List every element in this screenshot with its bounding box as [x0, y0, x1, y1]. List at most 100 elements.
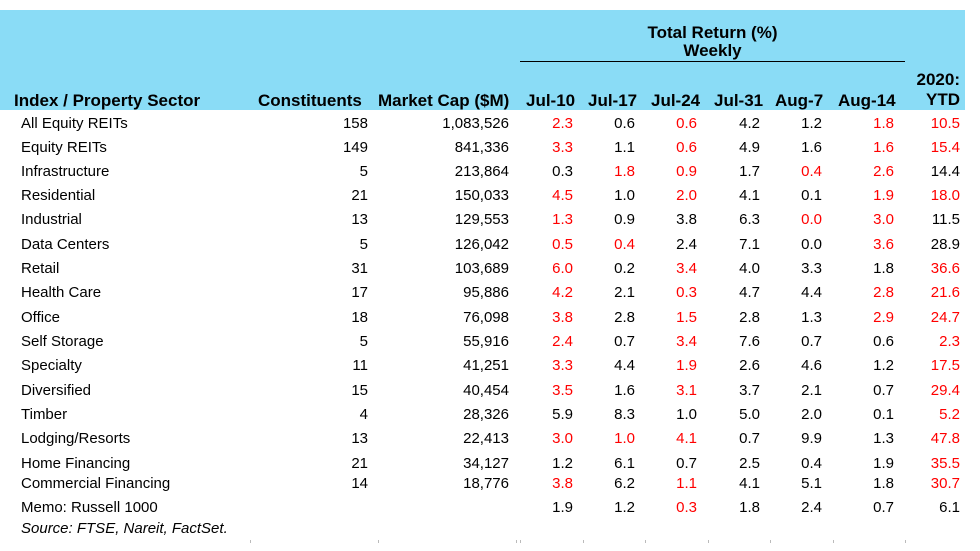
return-cell-ytd: 21.6: [930, 284, 960, 301]
return-cell-jul31: 4.0: [739, 260, 760, 277]
return-cell-ytd: 36.6: [930, 260, 960, 277]
return-cell-ytd: 14.4: [930, 163, 960, 180]
constituents-cell: 5: [359, 236, 368, 253]
constituents-cell: 15: [351, 382, 368, 399]
return-cell-jul31: 4.1: [739, 475, 760, 492]
footer-tick: [516, 540, 517, 543]
sector-name-cell: Self Storage: [21, 333, 104, 350]
return-cell-ytd: 28.9: [930, 236, 960, 253]
return-cell-jul10: 6.0: [552, 260, 573, 277]
return-cell-aug7: 4.4: [801, 284, 822, 301]
market-cap-cell: 95,886: [463, 284, 509, 301]
table-row: Residential 21 150,033 4.5 1.0 2.0 4.1 0.1 1.9 18…: [0, 185, 965, 207]
sector-name-cell: Specialty: [21, 357, 82, 374]
return-cell-jul10: 1.3: [552, 211, 573, 228]
sector-name-cell: Commercial Financing: [21, 475, 171, 492]
return-cell-aug7: 1.3: [801, 309, 822, 326]
sector-name-cell: Data Centers: [21, 236, 110, 253]
return-cell-jul31: 0.7: [739, 430, 760, 447]
table-row: Data Centers 5 126,042 0.5 0.4 2.4 7.1 0.0 3.6 28…: [0, 234, 965, 256]
return-cell-jul17: 1.6: [614, 382, 635, 399]
return-cell-aug14: 0.6: [873, 333, 894, 350]
market-cap-cell: 41,251: [463, 357, 509, 374]
constituents-cell: 149: [342, 139, 368, 156]
return-cell-jul17: 0.9: [614, 211, 635, 228]
constituents-cell: 13: [351, 430, 368, 447]
return-cell-aug7: 4.6: [801, 357, 822, 374]
table-row: All Equity REITs 158 1,083,526 2.3 0.6 0.6 4.2…: [0, 113, 965, 135]
col-header-aug14: Aug-14: [838, 91, 896, 110]
col-header-jul24: Jul-24: [651, 91, 701, 110]
total-return-group-header: Total Return (%) Weekly: [520, 24, 905, 60]
col-header-ytd-line1: 2020:: [916, 70, 960, 89]
col-header-ytd: 2020: YTD: [908, 70, 960, 110]
return-cell-jul17: 0.2: [614, 260, 635, 277]
return-cell-aug7: 0.0: [801, 211, 822, 228]
return-cell-aug14: 0.7: [873, 499, 894, 516]
group-header-line1: Total Return (%): [647, 23, 778, 42]
return-cell-aug7: 1.2: [801, 115, 822, 132]
sector-name-cell: Infrastructure: [21, 163, 110, 180]
return-cell-ytd: 15.4: [930, 139, 960, 156]
footer-tick: [770, 540, 771, 543]
return-cell-jul10: 0.5: [552, 236, 573, 253]
return-cell-jul17: 0.6: [614, 115, 635, 132]
col-header-constituents: Constituents: [258, 91, 362, 110]
return-cell-jul10: 0.3: [552, 163, 573, 180]
return-cell-jul24: 0.3: [676, 284, 697, 301]
constituents-cell: 14: [351, 475, 368, 492]
group-header-rule: [520, 61, 905, 62]
return-cell-aug7: 0.0: [801, 236, 822, 253]
constituents-cell: 17: [351, 284, 368, 301]
return-cell-aug14: 0.1: [873, 406, 894, 423]
market-cap-cell: 76,098: [463, 309, 509, 326]
constituents-cell: 158: [342, 115, 368, 132]
return-cell-ytd: 5.2: [939, 406, 960, 423]
table-row: Commercial Financing 14 18,776 3.8 6.2 1.1 4.1…: [0, 473, 965, 495]
return-cell-jul31: 2.8: [739, 309, 760, 326]
market-cap-cell: 55,916: [463, 333, 509, 350]
col-header-jul10: Jul-10: [526, 91, 576, 110]
group-header-line2: Weekly: [683, 41, 742, 60]
table-row: Timber 4 28,326 5.9 8.3 1.0 5.0 2.0 0.1 5.2: [0, 404, 965, 426]
table-row: Equity REITs 149 841,336 3.3 1.1 0.6 4.9 1.6 1.6…: [0, 137, 965, 159]
return-cell-aug7: 9.9: [801, 430, 822, 447]
table-row: Memo: Russell 1000 1.9 1.2 0.3 1.8 2.4 0.7 6.1: [0, 497, 965, 519]
return-cell-aug7: 0.4: [801, 455, 822, 472]
return-cell-aug14: 2.9: [873, 309, 894, 326]
return-cell-jul24: 1.9: [676, 357, 697, 374]
market-cap-cell: 213,864: [454, 163, 509, 180]
col-header-jul31: Jul-31: [714, 91, 764, 110]
return-cell-jul24: 4.1: [676, 430, 697, 447]
return-cell-aug7: 1.6: [801, 139, 822, 156]
sector-name-cell: Diversified: [21, 382, 92, 399]
sector-name-cell: Health Care: [21, 284, 102, 301]
return-cell-ytd: 10.5: [930, 115, 960, 132]
return-cell-jul24: 3.1: [676, 382, 697, 399]
table-row: Specialty 11 41,251 3.3 4.4 1.9 2.6 4.6 1.2 17.5: [0, 355, 965, 377]
return-cell-jul24: 0.6: [676, 139, 697, 156]
return-cell-jul24: 2.4: [676, 236, 697, 253]
return-cell-jul17: 1.0: [614, 430, 635, 447]
footer-tick: [645, 540, 646, 543]
return-cell-ytd: 30.7: [930, 475, 960, 492]
return-cell-aug14: 2.6: [873, 163, 894, 180]
constituents-cell: 5: [359, 333, 368, 350]
return-cell-aug14: 1.9: [873, 455, 894, 472]
market-cap-cell: 18,776: [463, 475, 509, 492]
return-cell-jul10: 3.8: [552, 475, 573, 492]
return-cell-aug14: 2.8: [873, 284, 894, 301]
return-cell-aug14: 1.8: [873, 115, 894, 132]
return-cell-jul17: 1.2: [614, 499, 635, 516]
return-cell-aug14: 1.9: [873, 187, 894, 204]
market-cap-cell: 103,689: [454, 260, 509, 277]
return-cell-jul31: 4.1: [739, 187, 760, 204]
footer-tick-marks: [0, 540, 965, 544]
return-cell-jul10: 2.4: [552, 333, 573, 350]
market-cap-cell: 841,336: [454, 139, 509, 156]
return-cell-jul17: 0.4: [614, 236, 635, 253]
table-row: Infrastructure 5 213,864 0.3 1.8 0.9 1.7 0.4 2.6…: [0, 161, 965, 183]
table-row: Retail 31 103,689 6.0 0.2 3.4 4.0 3.3 1.8 36.6: [0, 258, 965, 280]
return-cell-aug7: 0.7: [801, 333, 822, 350]
table-row: Lodging/Resorts 13 22,413 3.0 1.0 4.1 0.7 9.9 1.…: [0, 428, 965, 450]
